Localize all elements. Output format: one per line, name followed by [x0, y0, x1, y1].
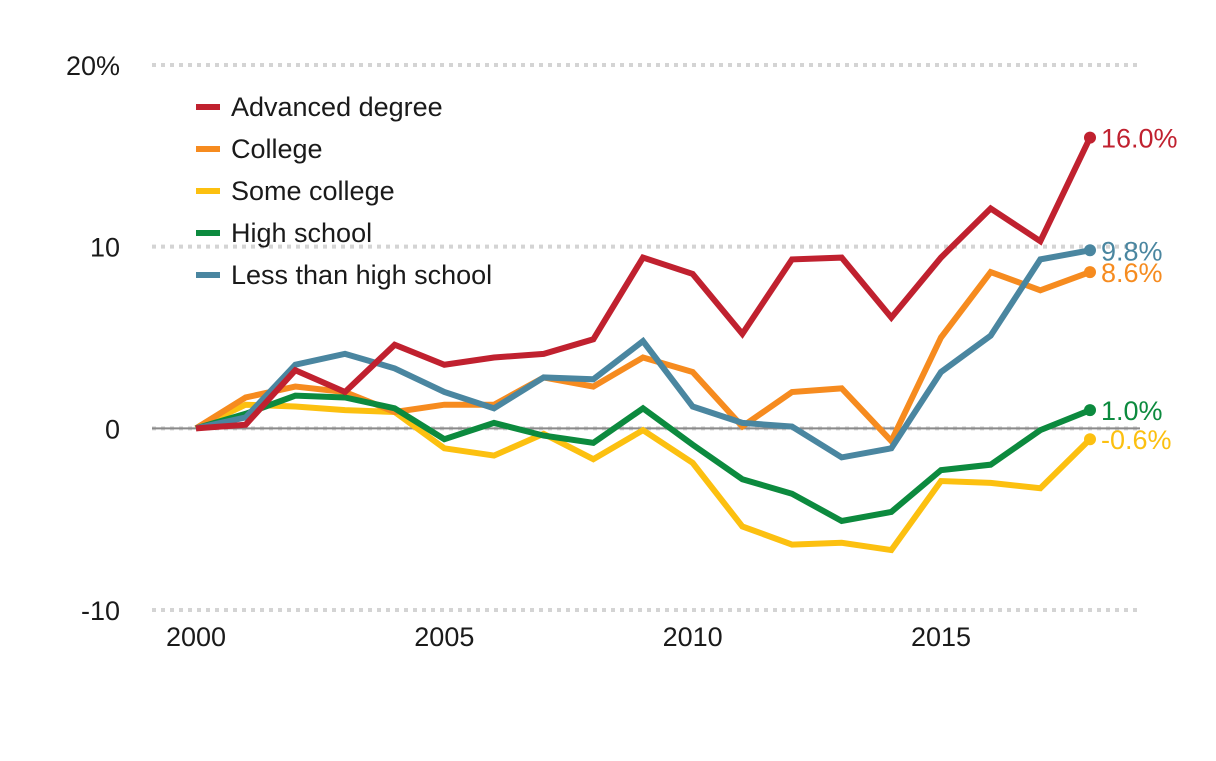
- y-tick-label: 0: [105, 414, 120, 444]
- series-end-label: 1.0%: [1101, 396, 1163, 426]
- x-tick-label: 2010: [663, 622, 723, 652]
- legend: Advanced degree College Some college High s…: [196, 92, 492, 290]
- gridlines: [152, 63, 1140, 612]
- series-end-point: [1084, 131, 1096, 144]
- series-end-point: [1084, 244, 1096, 257]
- series-end-point: [1084, 404, 1096, 417]
- legend-label: College: [231, 134, 323, 164]
- x-axis-ticks: 2000 2005 2010 2015: [166, 622, 971, 652]
- series-end-label: 16.0%: [1101, 124, 1178, 154]
- y-tick-label: 20%: [66, 51, 120, 81]
- y-axis-ticks: -10 0 10 20%: [66, 51, 120, 626]
- x-tick-label: 2015: [911, 622, 971, 652]
- y-tick-label: 10: [90, 233, 120, 263]
- legend-label: Less than high school: [231, 260, 492, 290]
- series-line: [195, 247, 1091, 461]
- series-end-point: [1084, 433, 1096, 446]
- x-tick-label: 2000: [166, 622, 226, 652]
- series-line: [195, 136, 1093, 432]
- series-end-label: -0.6%: [1101, 425, 1172, 455]
- series-end-label: 8.6%: [1101, 258, 1163, 288]
- x-tick-label: 2005: [414, 622, 474, 652]
- legend-label: Some college: [231, 176, 395, 206]
- series-line: [194, 401, 1093, 554]
- legend-label: High school: [231, 218, 372, 248]
- legend-label: Advanced degree: [231, 92, 443, 122]
- series-lines: -0.6% 8.6% 1.0% 9.8% 16.0%: [194, 124, 1178, 554]
- series-line: [195, 392, 1092, 525]
- series-end-label: 9.8%: [1101, 236, 1163, 266]
- series-end-point: [1084, 266, 1096, 279]
- y-tick-label: -10: [81, 596, 120, 626]
